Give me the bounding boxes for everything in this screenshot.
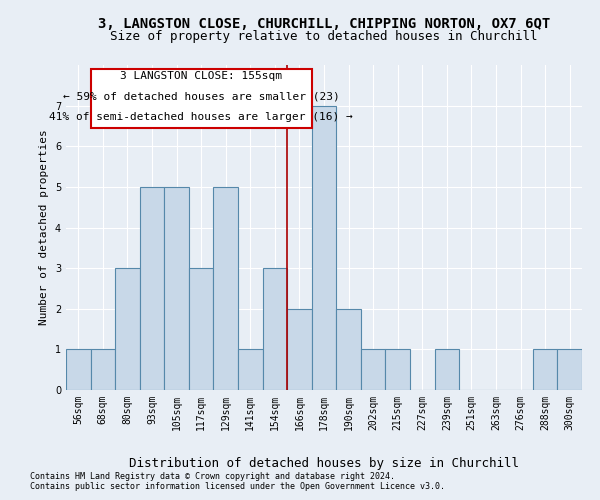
Bar xyxy=(189,268,214,390)
Bar xyxy=(557,350,582,390)
Text: Distribution of detached houses by size in Churchill: Distribution of detached houses by size … xyxy=(129,458,519,470)
FancyBboxPatch shape xyxy=(91,69,312,128)
Bar xyxy=(385,350,410,390)
Text: 3 LANGSTON CLOSE: 155sqm: 3 LANGSTON CLOSE: 155sqm xyxy=(120,72,282,82)
Bar xyxy=(238,350,263,390)
Bar xyxy=(263,268,287,390)
Bar xyxy=(91,350,115,390)
Y-axis label: Number of detached properties: Number of detached properties xyxy=(40,130,49,326)
Text: 41% of semi-detached houses are larger (16) →: 41% of semi-detached houses are larger (… xyxy=(49,112,353,122)
Bar xyxy=(361,350,385,390)
Bar xyxy=(140,187,164,390)
Bar xyxy=(336,308,361,390)
Bar xyxy=(214,187,238,390)
Bar xyxy=(66,350,91,390)
Bar xyxy=(434,350,459,390)
Text: Size of property relative to detached houses in Churchill: Size of property relative to detached ho… xyxy=(110,30,538,43)
Text: ← 59% of detached houses are smaller (23): ← 59% of detached houses are smaller (23… xyxy=(63,92,340,102)
Bar xyxy=(115,268,140,390)
Text: Contains public sector information licensed under the Open Government Licence v3: Contains public sector information licen… xyxy=(30,482,445,491)
Bar xyxy=(164,187,189,390)
Bar xyxy=(287,308,312,390)
Text: 3, LANGSTON CLOSE, CHURCHILL, CHIPPING NORTON, OX7 6QT: 3, LANGSTON CLOSE, CHURCHILL, CHIPPING N… xyxy=(98,18,550,32)
Bar xyxy=(312,106,336,390)
Text: Contains HM Land Registry data © Crown copyright and database right 2024.: Contains HM Land Registry data © Crown c… xyxy=(30,472,395,481)
Bar xyxy=(533,350,557,390)
